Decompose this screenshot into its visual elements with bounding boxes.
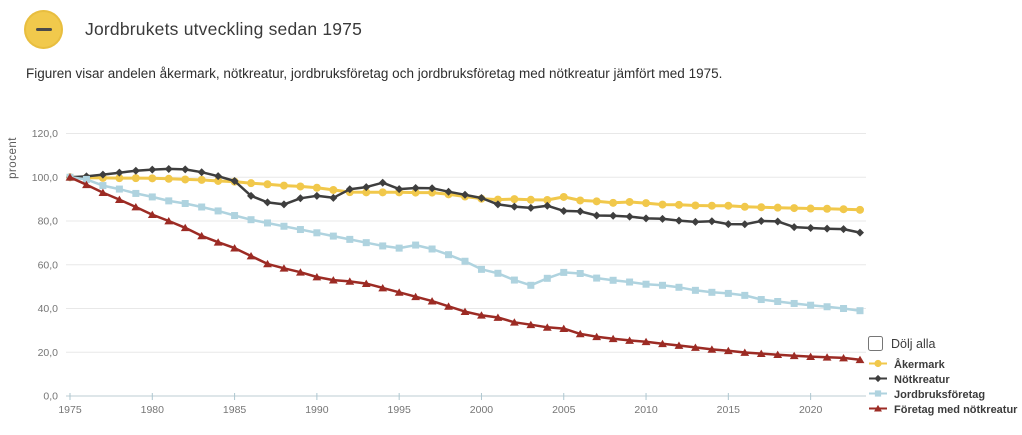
svg-text:80,0: 80,0 [38, 216, 59, 228]
notkreatur-marker-icon [868, 371, 888, 389]
legend-label: Åkermark [894, 358, 945, 371]
svg-text:2015: 2015 [717, 404, 741, 416]
legend-label: Nötkreatur [894, 373, 950, 386]
chart-legend: Dölj alla Åkermark Nötkreatur Jordbruksf… [868, 336, 1020, 416]
svg-text:1985: 1985 [223, 404, 247, 416]
series-Företag med nötkreatur [65, 173, 865, 364]
svg-text:120,0: 120,0 [32, 128, 58, 140]
svg-text:60,0: 60,0 [38, 259, 59, 271]
series-Åkermark [66, 173, 864, 214]
hide-all-checkbox[interactable] [868, 336, 883, 351]
collapse-button[interactable] [24, 10, 63, 49]
svg-text:1990: 1990 [305, 404, 329, 416]
legend-item-notkreatur[interactable]: Nötkreatur [868, 373, 1020, 386]
legend-item-akermark[interactable]: Åkermark [868, 358, 1020, 371]
hide-all-label[interactable]: Dölj alla [891, 336, 936, 351]
series-Nötkreatur [66, 164, 864, 237]
svg-text:20,0: 20,0 [38, 347, 59, 359]
svg-text:40,0: 40,0 [38, 303, 59, 315]
legend-item-foretag-med-notkreatur[interactable]: Företag med nötkreatur [868, 403, 1020, 416]
svg-text:2010: 2010 [634, 404, 658, 416]
svg-text:1975: 1975 [58, 404, 82, 416]
foretag-med-notkreatur-marker-icon [868, 401, 888, 419]
chart-description: Figuren visar andelen åkermark, nötkreat… [26, 66, 723, 81]
legend-label: Jordbruksföretag [894, 388, 986, 401]
svg-text:1980: 1980 [141, 404, 165, 416]
panel-header: Jordbrukets utveckling sedan 1975 [24, 10, 362, 49]
svg-text:2005: 2005 [552, 404, 576, 416]
page-title: Jordbrukets utveckling sedan 1975 [85, 19, 363, 39]
svg-text:0,0: 0,0 [43, 391, 58, 403]
akermark-marker-icon [868, 356, 888, 374]
series-Jordbruksföretag [66, 173, 864, 315]
jordbruksforetag-marker-icon [868, 386, 888, 404]
legend-item-jordbruksforetag[interactable]: Jordbruksföretag [868, 388, 1020, 401]
svg-text:procent: procent [7, 137, 19, 179]
svg-text:1995: 1995 [387, 404, 411, 416]
svg-text:2020: 2020 [799, 404, 823, 416]
minus-icon [35, 28, 52, 31]
svg-text:2000: 2000 [470, 404, 494, 416]
hide-all-row: Dölj alla [868, 336, 1020, 351]
svg-text:100,0: 100,0 [32, 172, 58, 184]
legend-label: Företag med nötkreatur [894, 403, 1018, 416]
